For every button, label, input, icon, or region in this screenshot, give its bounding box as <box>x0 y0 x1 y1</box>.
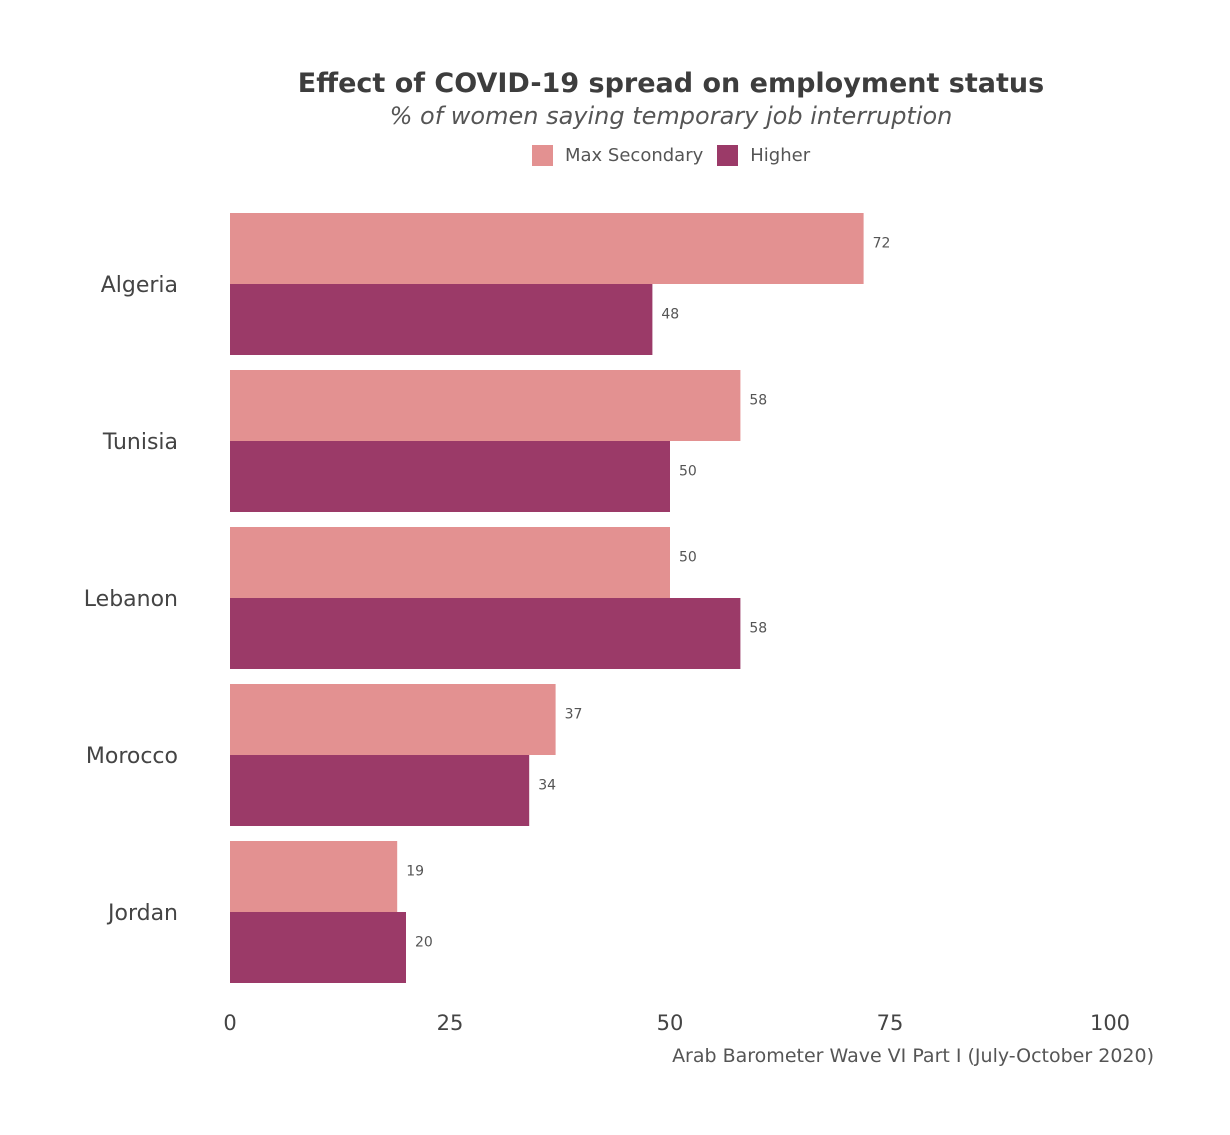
x-tick-label: 75 <box>877 1011 904 1035</box>
data-label: 19 <box>406 864 424 880</box>
x-tick-label: 25 <box>437 1011 464 1035</box>
legend-label-max-secondary: Max Secondary <box>565 145 704 166</box>
data-label: 37 <box>565 707 583 723</box>
chart-subtitle: % of women saying temporary job interrup… <box>389 102 953 130</box>
x-tick-label: 0 <box>223 1011 236 1035</box>
data-label: 58 <box>749 621 767 637</box>
category-label: Algeria <box>101 273 178 298</box>
data-label: 48 <box>661 307 679 323</box>
data-label: 50 <box>679 550 697 566</box>
bar-lebanon-max-secondary <box>230 527 670 598</box>
x-tick-label: 50 <box>657 1011 684 1035</box>
data-label: 34 <box>538 778 556 794</box>
legend-label-higher: Higher <box>750 145 811 166</box>
legend-item-higher: Higher <box>717 145 810 166</box>
bar-tunisia-higher <box>230 441 670 512</box>
bar-tunisia-max-secondary <box>230 370 741 441</box>
bar-algeria-higher <box>230 284 653 355</box>
chart-title: Effect of COVID-19 spread on employment … <box>297 68 1045 99</box>
category-label: Lebanon <box>84 587 178 612</box>
data-label: 50 <box>679 464 697 480</box>
bar-jordan-max-secondary <box>230 841 398 912</box>
x-tick-label: 100 <box>1090 1011 1130 1035</box>
bar-lebanon-higher <box>230 598 741 669</box>
category-label: Tunisia <box>102 430 178 455</box>
legend-swatch-higher <box>717 145 739 166</box>
bar-jordan-higher <box>230 912 406 983</box>
bar-morocco-higher <box>230 755 530 826</box>
category-label: Jordan <box>106 901 178 926</box>
category-label: Morocco <box>86 744 178 769</box>
data-label: 58 <box>749 393 767 409</box>
legend-item-max-secondary: Max Secondary <box>532 145 703 166</box>
legend: Max Secondary Higher <box>532 145 824 166</box>
data-label: 20 <box>415 935 433 951</box>
bar-morocco-max-secondary <box>230 684 556 755</box>
data-label: 72 <box>873 236 891 252</box>
bar-algeria-max-secondary <box>230 213 864 284</box>
legend-swatch-max-secondary <box>532 145 553 166</box>
chart-caption: Arab Barometer Wave VI Part I (July-Octo… <box>672 1045 1154 1067</box>
